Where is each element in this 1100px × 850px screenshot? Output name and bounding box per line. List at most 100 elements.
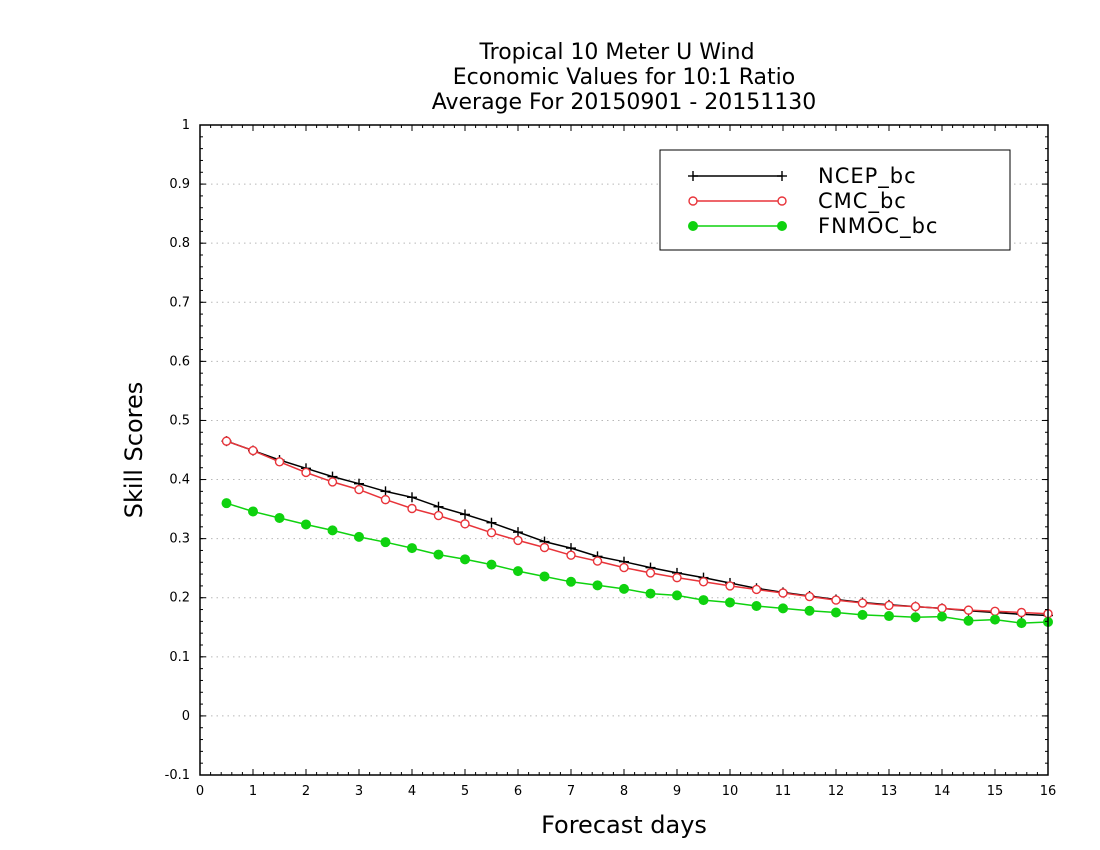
data-point-cmc-bc [1016,607,1027,618]
legend-marker [688,221,698,231]
legend-marker [688,196,698,206]
y-tick-label: 0.3 [169,532,190,547]
data-point-fnmoc-bc [592,580,603,591]
data-point-fnmoc-bc [513,566,523,577]
data-point-fnmoc-bc [274,512,285,523]
data-point-cmc-bc [486,528,497,538]
data-point-fnmoc-bc [778,603,788,614]
title-line-1: Tropical 10 Meter U Wind [478,40,754,65]
data-point-cmc-bc [857,598,868,608]
data-point-fnmoc-bc [566,576,576,587]
legend-label: CMC_bc [818,189,907,214]
data-point-cmc-bc [513,535,523,546]
data-point-fnmoc-bc [327,525,338,536]
data-point-fnmoc-bc [804,605,815,616]
data-point-cmc-bc [910,601,921,612]
data-point-fnmoc-bc [831,607,841,618]
data-point-fnmoc-bc [884,611,894,622]
y-tick-label: -0.1 [165,768,190,783]
x-tick-label: 13 [881,784,898,799]
y-tick-label: 0.7 [169,295,190,310]
data-point-fnmoc-bc [1016,618,1027,629]
data-point-fnmoc-bc [539,571,550,582]
series-group [221,436,1053,629]
data-point-cmc-bc [831,595,841,605]
data-point-fnmoc-bc [407,543,417,554]
axis-ticks: -0.100.10.20.30.40.50.60.70.80.910 1 2 3 4 5 6… [165,118,1057,799]
data-point-cmc-bc [354,484,364,495]
x-tick-label: 7 [567,784,575,799]
y-tick-label: 0.2 [169,591,190,606]
x-tick-label: 14 [934,784,951,799]
data-point-cmc-bc [937,603,947,614]
data-point-cmc-bc [751,584,762,595]
legend-box [659,149,1011,251]
x-tick-label: 0 [196,784,204,799]
data-point-cmc-bc [407,503,417,514]
data-point-fnmoc-bc [910,612,921,623]
data-point-fnmoc-bc [937,611,947,622]
data-point-ncep-bc [407,492,417,503]
data-point-cmc-bc [990,606,1000,617]
data-point-fnmoc-bc [990,614,1000,625]
data-point-cmc-bc [274,457,285,467]
y-tick-label: 0.6 [169,354,190,369]
series-line-ncep-bc [226,440,1049,617]
data-point-ncep-bc [460,509,470,520]
data-point-fnmoc-bc [698,595,709,606]
data-point-cmc-bc [248,445,258,456]
legend-marker [777,221,787,231]
data-point-fnmoc-bc [963,615,974,626]
x-tick-label: 5 [461,784,469,799]
y-tick-label: 0.5 [169,413,190,428]
data-point-fnmoc-bc [301,519,311,530]
y-axis-label: Skill Scores [120,382,148,519]
data-point-cmc-bc [804,591,815,602]
legend-label: FNMOC_bc [818,214,938,239]
series-cmc-bc [221,436,1053,619]
data-point-fnmoc-bc [751,601,762,611]
data-point-fnmoc-bc [857,609,868,620]
legend-label: NCEP_bc [818,164,917,189]
chart-title: Tropical 10 Meter U Wind Economic Values… [432,40,817,115]
series-fnmoc-bc [221,498,1053,629]
data-point-ncep-bc [486,517,497,528]
data-point-cmc-bc [884,600,894,611]
data-point-fnmoc-bc [248,506,258,517]
legend-item-fnmoc-bc: FNMOC_bc [688,214,938,239]
x-tick-label: 4 [408,784,416,799]
title-line-2: Economic Values for 10:1 Ratio [453,65,795,90]
data-point-fnmoc-bc [619,583,629,594]
x-tick-label: 6 [514,784,522,799]
x-tick-label: 8 [620,784,628,799]
legend-item-cmc-bc: CMC_bc [688,189,907,214]
x-tick-label: 9 [673,784,681,799]
data-point-fnmoc-bc [354,531,364,542]
series-ncep-bc [221,436,1053,621]
y-tick-label: 0.1 [169,650,190,665]
data-point-cmc-bc [460,519,470,529]
data-point-fnmoc-bc [486,559,497,570]
data-point-ncep-bc [513,527,523,538]
series-line-fnmoc-bc [226,502,1049,624]
y-tick-label: 1 [182,118,190,133]
title-line-3: Average For 20150901 - 20151130 [432,90,817,115]
legend-item-ncep-bc: NCEP_bc [688,164,917,189]
series-line-cmc-bc [226,440,1049,615]
data-point-cmc-bc [645,568,656,578]
data-point-fnmoc-bc [725,597,735,608]
data-point-cmc-bc [327,477,338,487]
data-point-fnmoc-bc [460,554,470,565]
y-tick-label: 0.9 [169,177,190,192]
data-point-cmc-bc [725,581,735,591]
x-tick-label: 12 [828,784,845,799]
x-tick-label: 15 [987,784,1004,799]
data-point-cmc-bc [433,510,444,521]
legend-marker [777,196,787,206]
data-point-fnmoc-bc [672,590,682,601]
x-tick-label: 16 [1040,784,1057,799]
data-point-cmc-bc [380,494,391,505]
data-point-cmc-bc [566,550,576,560]
